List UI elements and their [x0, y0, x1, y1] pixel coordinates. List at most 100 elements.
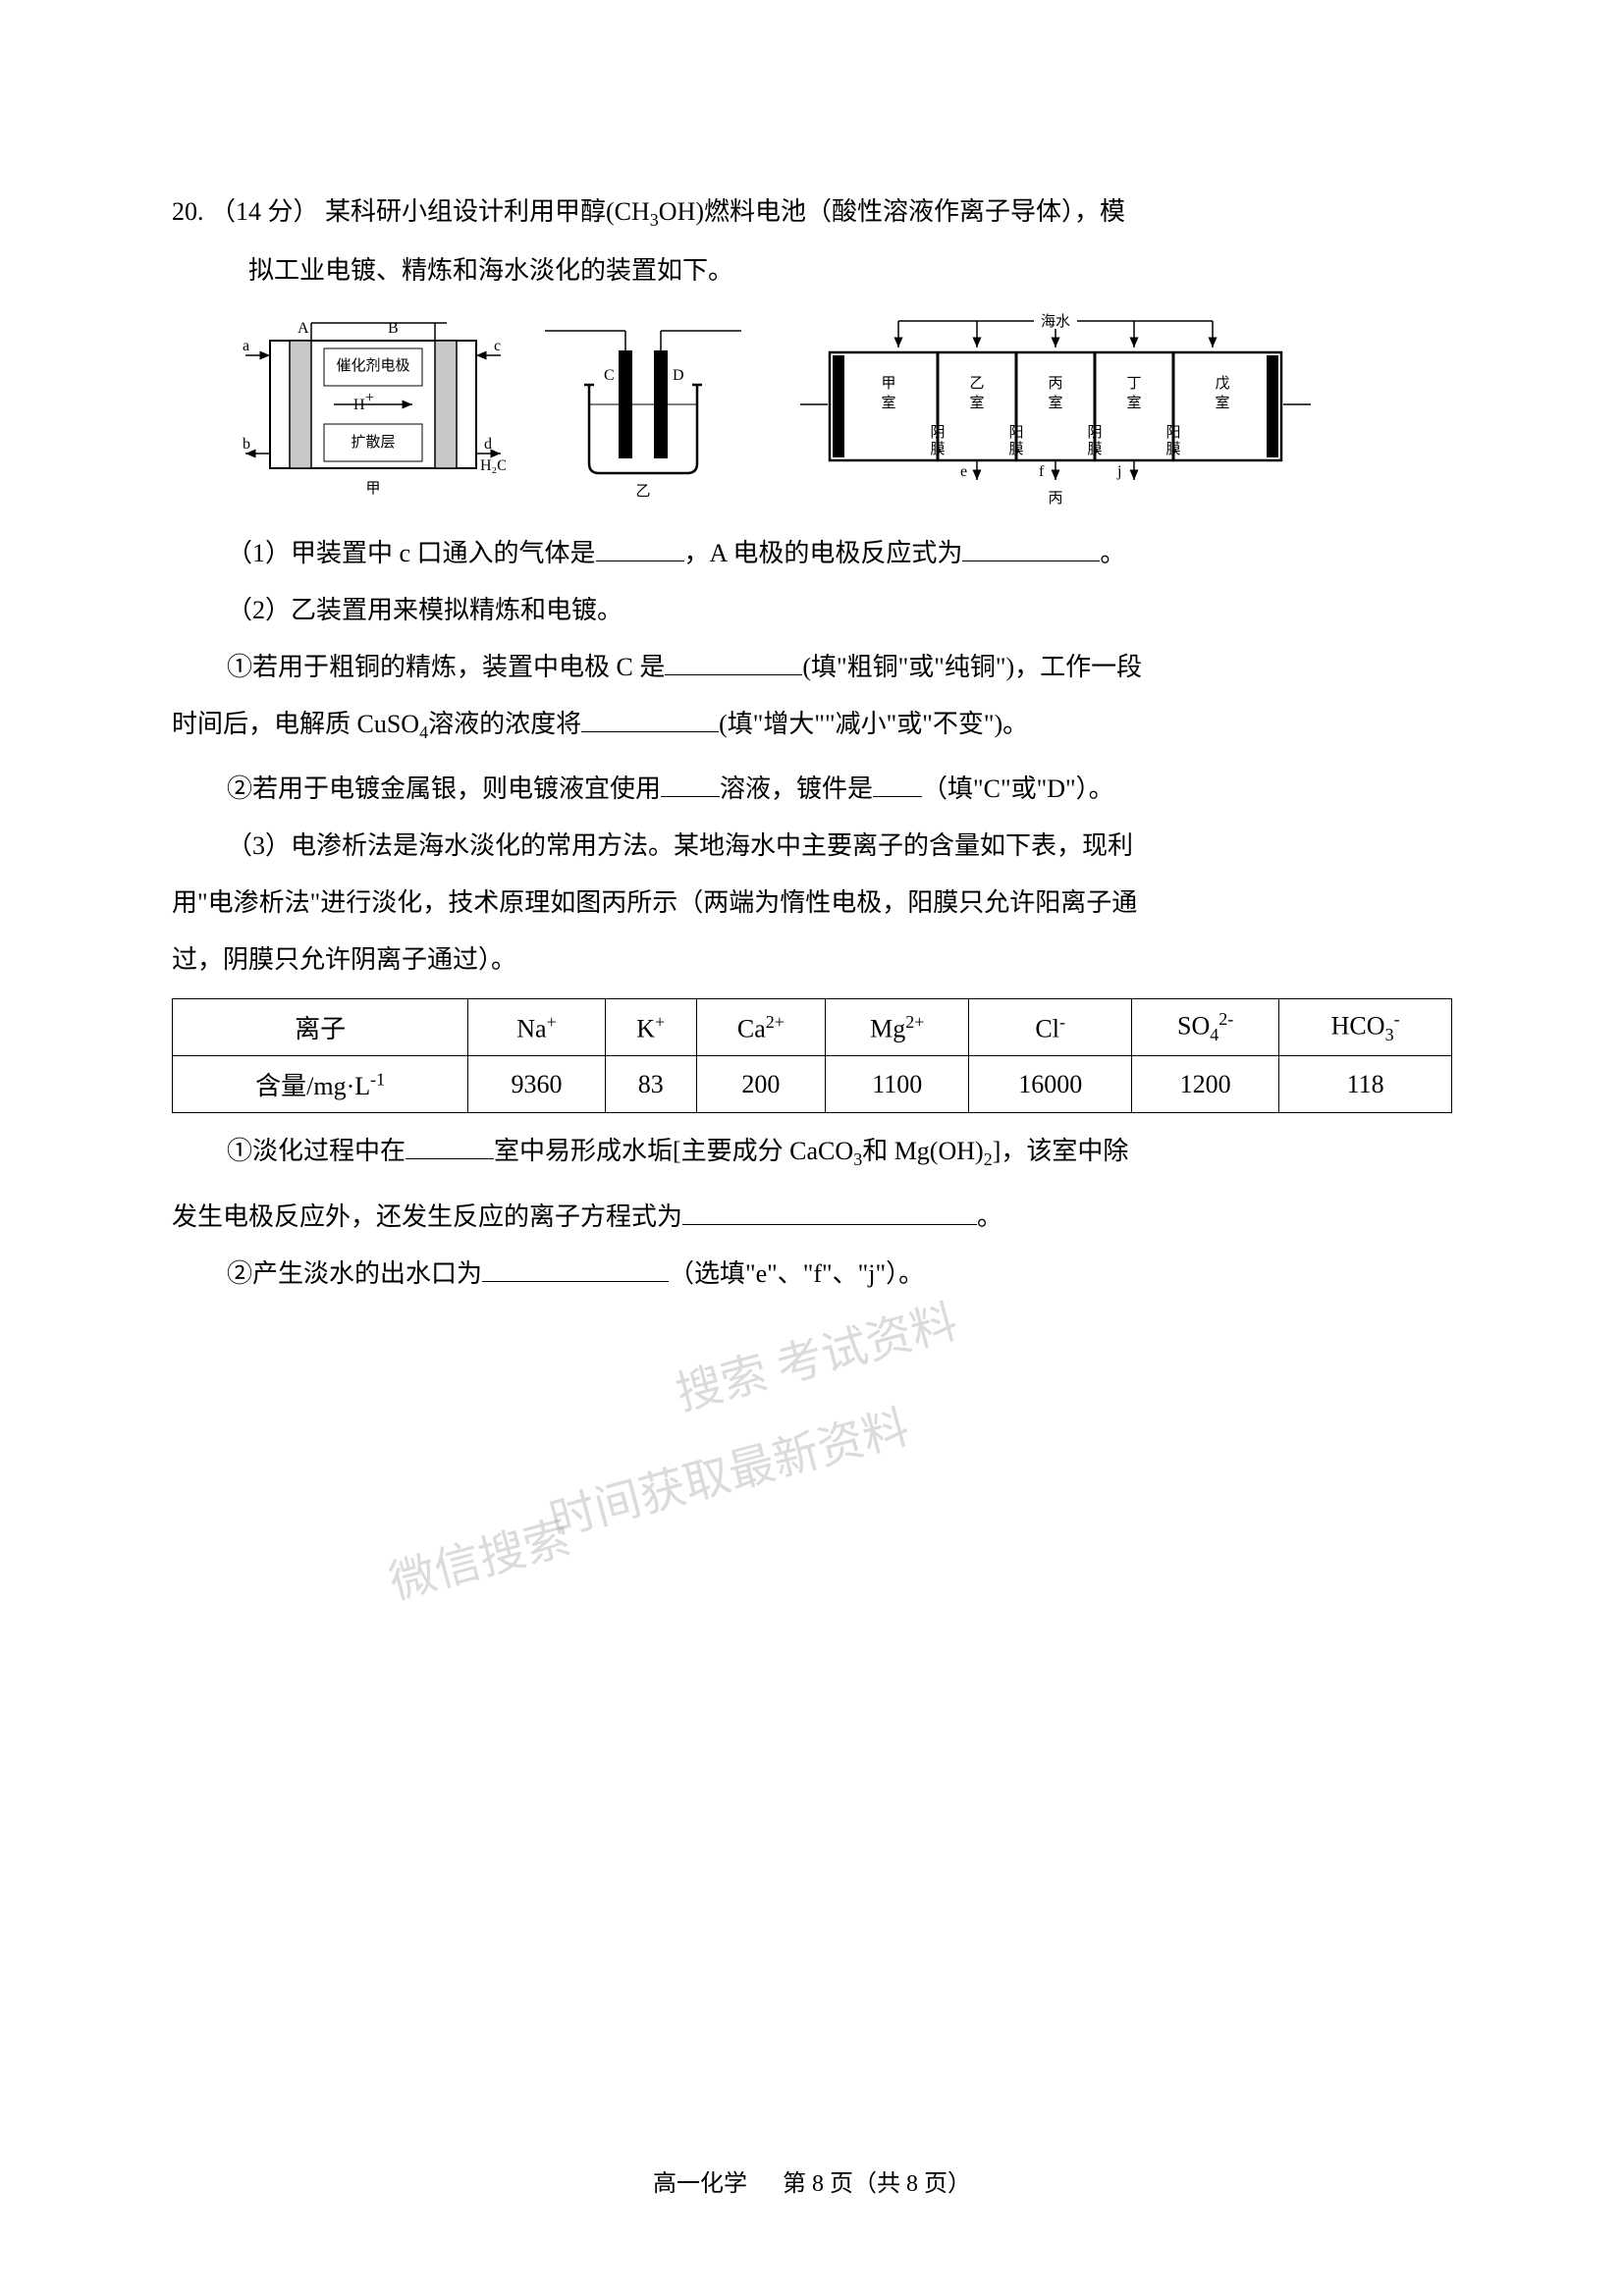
- svg-text:阳: 阳: [1165, 424, 1180, 441]
- sub-question-3-intro-cont: 用"电渗析法"进行淡化，技术原理如图丙所示（两端为惰性电极，阳膜只允许阳离子通 …: [172, 877, 1452, 930]
- svg-text:膜: 膜: [1165, 441, 1180, 457]
- val-cl: 16000: [969, 1056, 1132, 1113]
- svg-text:室: 室: [1048, 395, 1062, 411]
- sub-question-3-intro: （3）电渗析法是海水淡化的常用方法。某地海水中主要离子的含量如下表，现利 时间获…: [172, 820, 1452, 873]
- svg-text:室: 室: [969, 395, 984, 411]
- header-content-label: 含量/mg·L-1: [173, 1056, 468, 1113]
- ion-mg: Mg2+: [826, 999, 969, 1056]
- sub-question-3-2: ②产生淡水的出水口为 （选填"e"、"f"、"j"）。: [172, 1248, 1452, 1301]
- q1-text-before: （1）甲装置中 c 口通入的气体是: [227, 539, 596, 567]
- sub-question-3-1-cont: 发生电极反应外，还发生反应的离子方程式为 。: [172, 1191, 1452, 1244]
- blank-outlet: [482, 1281, 669, 1282]
- blank-coated: [873, 796, 922, 797]
- svg-text:C: C: [604, 367, 615, 384]
- question-number: 20.: [172, 197, 204, 226]
- q2-1-hint1: (填"粗铜"或"纯铜")，工作一段: [802, 653, 1142, 681]
- svg-text:c: c: [494, 338, 501, 354]
- table-value-row: 含量/mg·L-1 9360 83 200 1100 16000 1200 11…: [173, 1056, 1452, 1113]
- ion-hco3: HCO3-: [1279, 999, 1452, 1056]
- q2-1-cont: 时间后，电解质 CuSO4溶液的浓度将: [172, 710, 581, 738]
- val-k: 83: [605, 1056, 696, 1113]
- question-intro: 某科研小组设计利用甲醇(CH3OH)燃料电池（酸性溶液作离子导体），模: [325, 197, 1125, 226]
- svg-text:阴: 阴: [930, 424, 945, 441]
- ion-ca: Ca2+: [696, 999, 826, 1056]
- blank-solution: [661, 796, 720, 797]
- watermark-3: 微信搜索: [384, 1512, 576, 1611]
- svg-text:乙: 乙: [635, 484, 650, 500]
- svg-text:j: j: [1116, 463, 1121, 480]
- footer-page: 第 8 页（共 8 页）: [783, 2171, 971, 2197]
- q2-2-before: ②若用于电镀金属银，则电镀液宜使用: [227, 774, 661, 803]
- diagram-electrolysis: C D 乙: [545, 311, 741, 507]
- svg-text:b: b: [243, 436, 250, 453]
- svg-text:戊: 戊: [1215, 375, 1229, 392]
- svg-text:a: a: [243, 338, 249, 354]
- q3-2-before: ②产生淡水的出水口为: [227, 1259, 482, 1288]
- q3-1-after: 。: [977, 1202, 1002, 1231]
- q2-2-hint: （填"C"或"D"）。: [922, 774, 1114, 803]
- sub-question-2-intro: （2）乙装置用来模拟精炼和电镀。: [172, 584, 1452, 637]
- q3-2-hint: （选填"e"、"f"、"j"）。: [669, 1259, 924, 1288]
- val-hco3: 118: [1279, 1056, 1452, 1113]
- sub-question-2-1: ①若用于粗铜的精炼，装置中电极 C 是 (填"粗铜"或"纯铜")，工作一段: [172, 641, 1452, 694]
- sub-question-3-1: ①淡化过程中在 室中易形成水垢[主要成分 CaCO3和 Mg(OH)2]，该室中除: [172, 1125, 1452, 1186]
- svg-text:室: 室: [1126, 395, 1141, 411]
- val-na: 9360: [468, 1056, 606, 1113]
- svg-text:膜: 膜: [1008, 441, 1023, 457]
- ion-na: Na+: [468, 999, 606, 1056]
- header-ion-label: 离子: [173, 999, 468, 1056]
- sub-question-1: （1）甲装置中 c 口通入的气体是 ，A 电极的电极反应式为 。: [172, 527, 1452, 580]
- q3-1-before: ①淡化过程中在: [227, 1137, 406, 1165]
- blank-concentration: [581, 731, 719, 732]
- ion-so4: SO42-: [1132, 999, 1279, 1056]
- svg-text:A: A: [298, 320, 309, 337]
- val-mg: 1100: [826, 1056, 969, 1113]
- svg-text:阳: 阳: [1008, 424, 1023, 441]
- q3-1-cont-text: 发生电极反应外，还发生反应的离子方程式为: [172, 1202, 682, 1231]
- footer-subject: 高一化学: [653, 2171, 747, 2197]
- question-intro-line2: 拟工业电镀、精炼和海水淡化的装置如下。: [172, 245, 1452, 296]
- question-points: （14 分）: [210, 197, 319, 226]
- table-header-row: 离子 Na+ K+ Ca2+ Mg2+ Cl- SO42- HCO3-: [173, 999, 1452, 1056]
- q2-1-hint2: (填"增大""减小"或"不变")。: [719, 710, 1028, 738]
- q3-intro-line1: （3）电渗析法是海水淡化的常用方法。某地海水中主要离子的含量如下表，现利: [227, 831, 1133, 860]
- catalyst-label: 催化剂电极: [336, 357, 409, 374]
- blank-ionic-equation: [682, 1224, 977, 1225]
- blank-chamber: [406, 1158, 494, 1159]
- q3-intro-line3: 过，阴膜只允许阴离子通过）。: [172, 945, 516, 974]
- blank-electrode-C: [665, 674, 802, 675]
- sub-question-2-1-cont: 时间后，电解质 CuSO4溶液的浓度将 (填"增大""减小"或"不变")。: [172, 698, 1452, 759]
- sub-question-3-intro-cont2: 过，阴膜只允许阴离子通过）。: [172, 934, 1452, 987]
- svg-text:H₂O: H₂O: [480, 457, 506, 474]
- q1-text-mid: ，A 电极的电极反应式为: [684, 539, 963, 567]
- svg-text:丙: 丙: [1048, 491, 1062, 507]
- q2-2-mid: 溶液，镀件是: [720, 774, 873, 803]
- diagram-fuel-cell: 催化剂电极 H + 扩散层 a b c d H₂O A B: [241, 311, 506, 507]
- q3-1-mid-text: 室中易形成水垢[主要成分 CaCO3和 Mg(OH)2]，该室中除: [494, 1137, 1128, 1165]
- question-header: 20. （14 分） 某科研小组设计利用甲醇(CH3OH)燃料电池（酸性溶液作离…: [172, 187, 1452, 296]
- val-so4: 1200: [1132, 1056, 1279, 1113]
- svg-text:扩散层: 扩散层: [351, 434, 395, 451]
- svg-text:室: 室: [881, 395, 895, 411]
- val-ca: 200: [696, 1056, 826, 1113]
- page-footer: 高一化学 第 8 页（共 8 页）: [0, 2163, 1624, 2198]
- ion-cl: Cl-: [969, 999, 1132, 1056]
- svg-text:甲: 甲: [365, 481, 380, 497]
- q1-text-after: 。: [1100, 539, 1125, 567]
- svg-text:海水: 海水: [1041, 313, 1070, 330]
- q2-intro: （2）乙装置用来模拟精炼和电镀。: [227, 596, 623, 624]
- diagram-desalination: 海水 甲 室 乙 室 丙 室 丁: [781, 311, 1330, 507]
- svg-text:甲: 甲: [881, 376, 895, 392]
- svg-text:e: e: [960, 463, 967, 480]
- sub-question-2-2: ②若用于电镀金属银，则电镀液宜使用溶液，镀件是（填"C"或"D"）。 搜索 考试…: [172, 763, 1452, 816]
- svg-text:f: f: [1039, 463, 1045, 480]
- svg-text:丁: 丁: [1126, 376, 1141, 392]
- watermark-2: 时间获取最新资料: [544, 1402, 914, 1548]
- svg-text:室: 室: [1215, 395, 1229, 411]
- watermark-1: 搜索 考试资料: [671, 1296, 963, 1421]
- svg-text:d: d: [484, 436, 492, 453]
- svg-text:阴: 阴: [1087, 424, 1102, 441]
- q2-1-before: ①若用于粗铜的精炼，装置中电极 C 是: [227, 653, 665, 681]
- ion-content-table: 离子 Na+ K+ Ca2+ Mg2+ Cl- SO42- HCO3- 含量/m…: [172, 998, 1452, 1113]
- svg-text:乙: 乙: [969, 376, 984, 392]
